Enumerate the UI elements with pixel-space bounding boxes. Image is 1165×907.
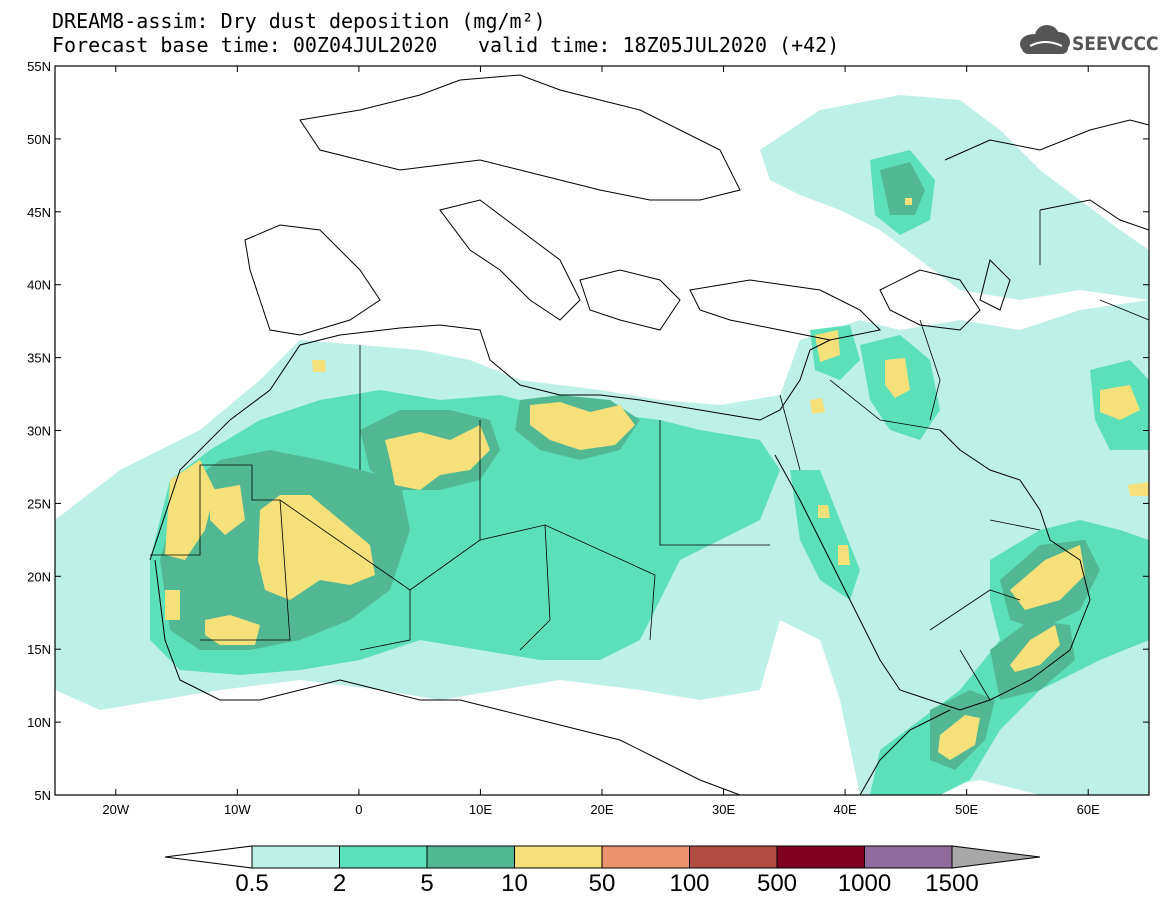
- colorbar-segment: [514, 845, 603, 869]
- lon-tick-label: 60E: [1077, 802, 1100, 817]
- colorbar-over-triangle: [951, 845, 1041, 869]
- lon-tick-label: 20E: [590, 802, 613, 817]
- colorbar-label: 1000: [838, 870, 891, 897]
- lat-tick-label: 55N: [27, 59, 51, 74]
- colorbar-label: 2: [333, 870, 346, 897]
- colorbar: 0.5 2 5 10 50 100 500 1000 1500: [164, 845, 1041, 897]
- lon-tick-label: 20W: [102, 802, 129, 817]
- country-borders: [150, 210, 1149, 701]
- seevccc-logo: SEEVCCC: [1020, 25, 1159, 55]
- lon-tick-label: 10E: [469, 802, 492, 817]
- colorbar-label: 500: [757, 870, 797, 897]
- map-area: [55, 66, 1149, 795]
- logo-text: SEEVCCC: [1072, 33, 1159, 55]
- lon-tick-label: 30E: [712, 802, 735, 817]
- lat-tick-label: 35N: [27, 351, 51, 366]
- lat-tick-label: 40N: [27, 278, 51, 293]
- colorbar-segment: [776, 845, 865, 869]
- lat-tick-label: 25N: [27, 496, 51, 511]
- latitude-axis: 55N 50N 45N 40N 35N 30N 25N 20N 15N 10N 5N: [27, 59, 1149, 803]
- colorbar-label: 100: [669, 870, 709, 897]
- title-line-2-right: valid time: 18Z05JUL2020 (+42): [478, 33, 839, 57]
- lat-tick-label: 5N: [34, 788, 51, 803]
- colorbar-label: 50: [589, 870, 616, 897]
- longitude-axis: 20W 10W 0 10E 20E 30E 40E 50E 60E: [102, 66, 1100, 817]
- lat-tick-label: 15N: [27, 642, 51, 657]
- lon-tick-label: 0: [355, 802, 362, 817]
- lat-tick-label: 50N: [27, 132, 51, 147]
- colorbar-segment: [426, 845, 515, 869]
- colorbar-segment: [864, 845, 953, 869]
- lon-tick-label: 40E: [834, 802, 857, 817]
- dust-level-10: [165, 198, 1149, 760]
- colorbar-label: 0.5: [235, 870, 268, 897]
- colorbar-label: 5: [420, 870, 433, 897]
- colorbar-under-triangle: [164, 845, 253, 869]
- colorbar-segment: [339, 845, 428, 869]
- lat-tick-label: 30N: [27, 424, 51, 439]
- title-line-2-left: Forecast base time: 00Z04JUL2020: [52, 33, 437, 57]
- cloud-icon: [1020, 25, 1070, 54]
- lon-tick-label: 50E: [955, 802, 978, 817]
- colorbar-label: 10: [501, 870, 528, 897]
- colorbar-label: 1500: [925, 870, 978, 897]
- title-line-1: DREAM8-assim: Dry dust deposition (mg/m²…: [52, 9, 546, 33]
- lat-tick-label: 10N: [27, 715, 51, 730]
- colorbar-segment: [601, 845, 690, 869]
- lat-tick-label: 20N: [27, 569, 51, 584]
- lon-tick-label: 10W: [224, 802, 251, 817]
- lat-tick-label: 45N: [27, 205, 51, 220]
- coastlines: [149, 74, 1149, 795]
- colorbar-segment: [251, 845, 340, 869]
- colorbar-segment: [689, 845, 778, 869]
